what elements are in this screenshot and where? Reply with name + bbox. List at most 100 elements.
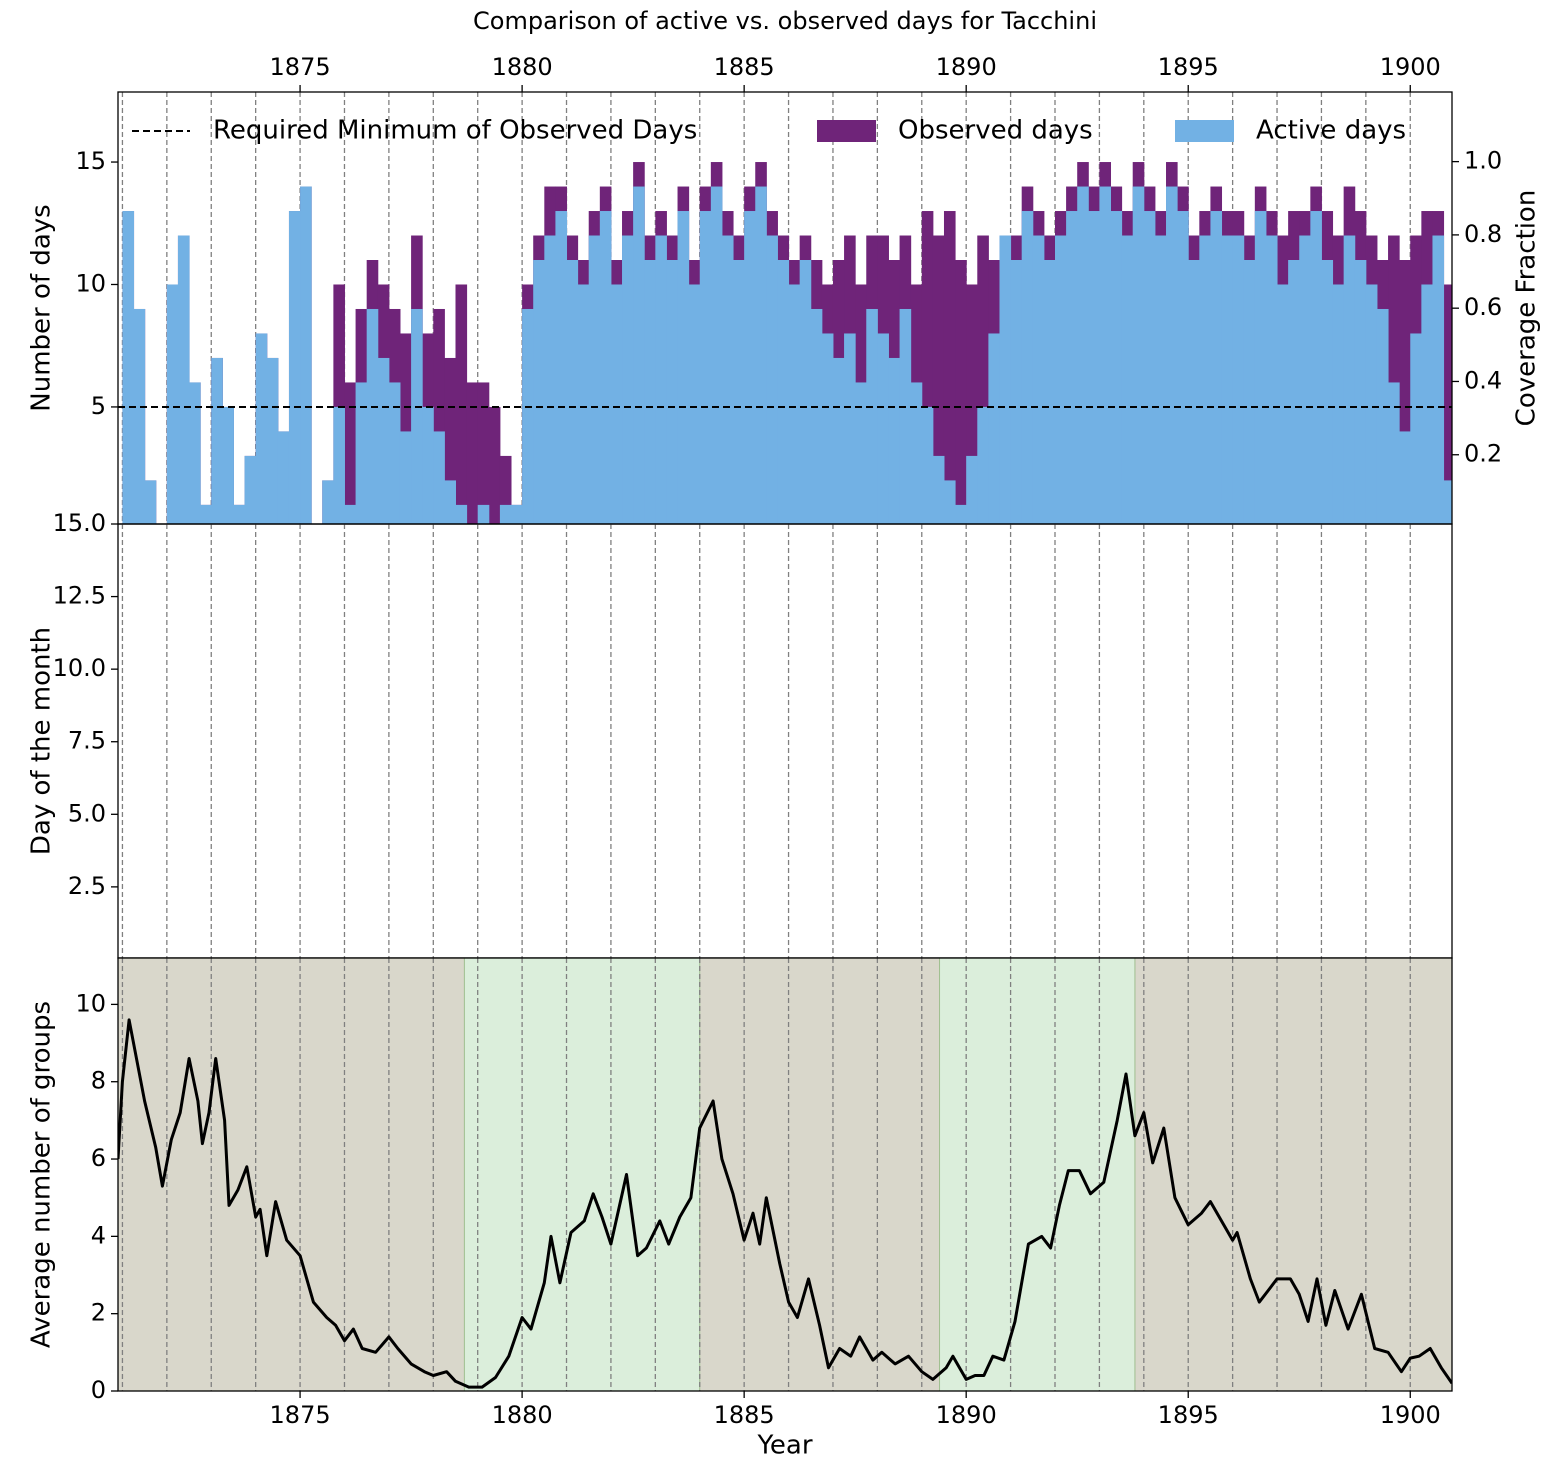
bar [488, 406, 501, 524]
bar [699, 211, 712, 524]
bar [744, 211, 756, 524]
bar [721, 235, 734, 524]
bar [788, 284, 801, 524]
y-axis-label: Day of the month [27, 627, 57, 855]
bar [277, 431, 290, 524]
bar [1410, 333, 1422, 524]
bar [966, 455, 978, 524]
bar [588, 235, 601, 524]
bar [1321, 260, 1334, 524]
bar [1343, 235, 1356, 524]
bar [1043, 260, 1056, 524]
bar [433, 308, 445, 524]
y-tick-label: 12.5 [53, 582, 106, 610]
plot-area [118, 958, 1452, 1391]
bar [333, 406, 345, 524]
bar [655, 235, 667, 524]
bar [1332, 284, 1345, 524]
y2-axis-label: Coverage Fraction [1512, 190, 1542, 427]
bar [444, 357, 456, 524]
bar [966, 284, 978, 524]
bar [399, 431, 412, 524]
bar [1199, 235, 1211, 524]
bar [866, 308, 878, 524]
y-tick-label: 7.5 [68, 727, 106, 755]
bar [977, 406, 989, 524]
bar [1121, 235, 1134, 524]
y-tick-label: 6 [91, 1144, 106, 1172]
bar [844, 333, 856, 524]
x-tick-label: 1885 [714, 53, 775, 81]
bar [1277, 284, 1289, 524]
bar [1166, 186, 1178, 524]
bar [455, 284, 468, 524]
y-tick-label: 2.5 [68, 872, 106, 900]
y-tick-label: 10 [75, 989, 106, 1017]
bar [1032, 235, 1045, 524]
bar [1088, 211, 1100, 524]
bar [122, 211, 135, 524]
bar [988, 333, 1000, 524]
bar [821, 333, 834, 524]
bar [311, 524, 323, 529]
y-tick-label: 4 [91, 1221, 106, 1249]
y-tick-label: 15 [75, 147, 106, 175]
y-tick-label: 0 [91, 1376, 106, 1404]
bar [1099, 186, 1112, 524]
bar [899, 308, 912, 524]
bar [544, 235, 556, 524]
bar [200, 504, 212, 524]
bar [300, 186, 312, 524]
y2-tick-label: 0.8 [1464, 220, 1502, 248]
bar [1299, 235, 1311, 524]
bar [1132, 186, 1145, 524]
bar [943, 211, 956, 524]
bar [333, 284, 345, 524]
x-tick-label: 1890 [936, 53, 997, 81]
bar [777, 260, 790, 524]
y-tick-label: 5 [91, 392, 106, 420]
bar [1221, 235, 1234, 524]
bar [1154, 235, 1167, 524]
bar [766, 235, 778, 524]
span [939, 958, 1136, 1391]
legend-label: Active days [1256, 116, 1406, 146]
axes-frame [117, 523, 1453, 959]
bar [921, 211, 934, 524]
bar [166, 284, 179, 524]
bar [1143, 211, 1156, 524]
x-tick-label: 1895 [1158, 53, 1219, 81]
bar [677, 211, 690, 524]
x-tick-label: 1880 [492, 53, 553, 81]
bar [288, 211, 301, 524]
x-tick-label: 1875 [270, 1401, 331, 1429]
y2-tick-label: 0.2 [1464, 440, 1502, 468]
axes-frame [117, 957, 1453, 1392]
bar [1232, 235, 1245, 524]
legend-swatch [1175, 120, 1234, 142]
bar [156, 524, 168, 529]
background [118, 958, 1452, 1391]
bar [888, 357, 901, 524]
bar [499, 455, 512, 524]
bar [610, 284, 623, 524]
bar [522, 308, 534, 524]
bar [1443, 284, 1452, 524]
bar [1399, 260, 1411, 524]
bar [1210, 211, 1223, 524]
bar [377, 357, 390, 524]
bar [943, 480, 956, 524]
plot-area [121, 524, 1411, 958]
legend-label: Required Minimum of Observed Days [213, 116, 697, 146]
bar [144, 480, 157, 524]
bar [910, 382, 923, 524]
chart-title: Comparison of active vs. observed days f… [473, 7, 1097, 35]
bar [156, 524, 168, 529]
bar [266, 357, 279, 524]
bar [388, 382, 401, 524]
bar [1054, 235, 1067, 524]
bar [1388, 382, 1400, 524]
bar [511, 504, 523, 524]
bar [422, 406, 434, 524]
